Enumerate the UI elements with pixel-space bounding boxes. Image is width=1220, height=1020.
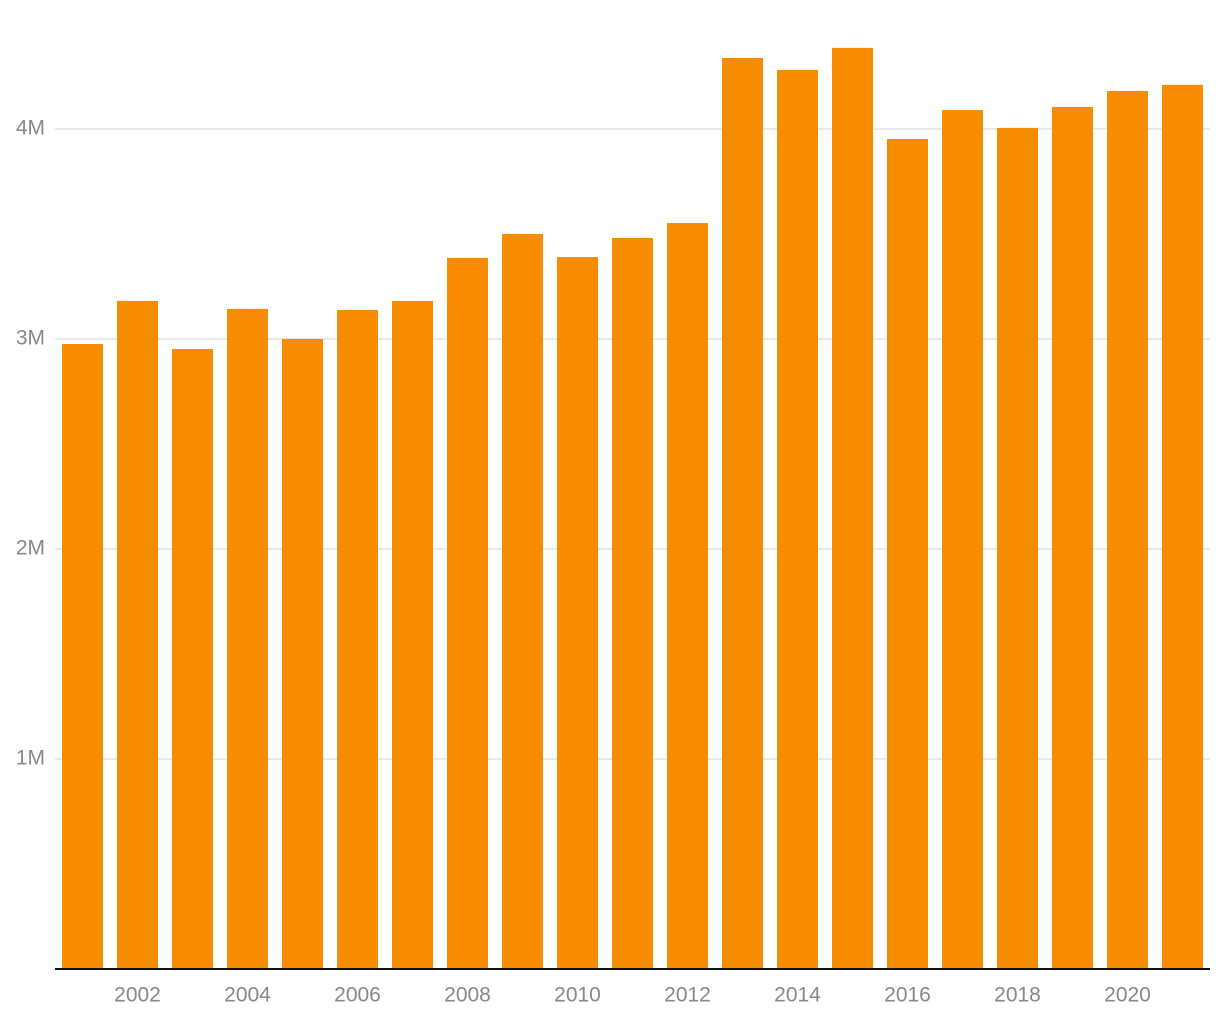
bar <box>227 308 268 969</box>
bar <box>337 309 378 969</box>
bar <box>1162 84 1203 969</box>
bar <box>172 349 213 969</box>
x-tick-label: 2018 <box>994 984 1041 1007</box>
x-tick-label: 2008 <box>444 984 491 1007</box>
x-tick-label: 2010 <box>554 984 601 1007</box>
x-tick-label: 2016 <box>884 984 931 1007</box>
bar <box>1052 106 1093 970</box>
bar <box>777 69 818 970</box>
x-tick-label: 2014 <box>774 984 821 1007</box>
bar <box>942 110 983 969</box>
y-tick-label: 3M <box>16 327 45 350</box>
bar <box>832 47 873 970</box>
bar <box>392 300 433 970</box>
x-tick-label: 2006 <box>334 984 381 1007</box>
y-tick-label: 4M <box>16 116 45 139</box>
bar <box>117 300 158 970</box>
bar <box>282 338 323 969</box>
bar <box>502 233 543 970</box>
bar <box>62 344 103 969</box>
bar <box>612 237 653 970</box>
x-tick-label: 2020 <box>1104 984 1151 1007</box>
bar <box>887 139 928 969</box>
x-tick-label: 2002 <box>114 984 161 1007</box>
bar <box>722 57 763 970</box>
bar <box>1107 90 1148 970</box>
bar <box>557 257 598 969</box>
bar <box>447 257 488 969</box>
y-tick-label: 1M <box>16 747 45 770</box>
x-tick-label: 2012 <box>664 984 711 1007</box>
x-tick-label: 2004 <box>224 984 271 1007</box>
y-tick-label: 2M <box>16 537 45 560</box>
bar <box>667 223 708 969</box>
bar <box>997 127 1038 969</box>
